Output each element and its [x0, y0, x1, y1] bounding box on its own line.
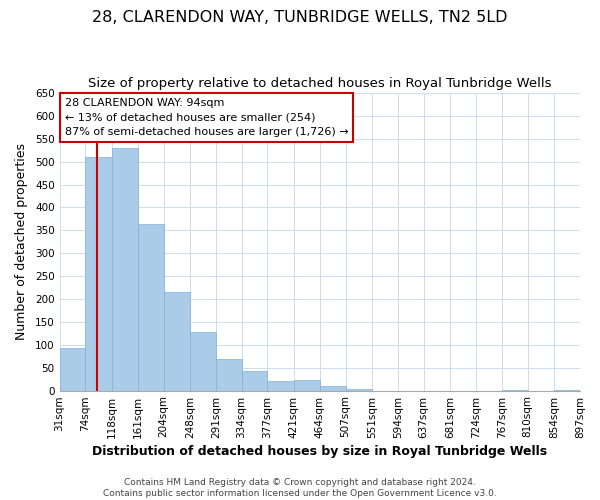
Bar [164, 292, 190, 390]
Y-axis label: Number of detached properties: Number of detached properties [15, 144, 28, 340]
Bar [268, 382, 294, 390]
Text: 28, CLARENDON WAY, TUNBRIDGE WELLS, TN2 5LD: 28, CLARENDON WAY, TUNBRIDGE WELLS, TN2 … [92, 10, 508, 25]
Bar [320, 386, 346, 390]
Bar [346, 389, 372, 390]
Bar [112, 148, 137, 390]
Bar [242, 371, 268, 390]
Bar [137, 224, 164, 390]
Bar [59, 348, 85, 391]
Bar [85, 157, 112, 390]
X-axis label: Distribution of detached houses by size in Royal Tunbridge Wells: Distribution of detached houses by size … [92, 444, 547, 458]
Bar [190, 332, 216, 390]
Title: Size of property relative to detached houses in Royal Tunbridge Wells: Size of property relative to detached ho… [88, 78, 551, 90]
Bar [216, 358, 242, 390]
Text: 28 CLARENDON WAY: 94sqm
← 13% of detached houses are smaller (254)
87% of semi-d: 28 CLARENDON WAY: 94sqm ← 13% of detache… [65, 98, 349, 137]
Bar [294, 380, 320, 390]
Text: Contains HM Land Registry data © Crown copyright and database right 2024.
Contai: Contains HM Land Registry data © Crown c… [103, 478, 497, 498]
